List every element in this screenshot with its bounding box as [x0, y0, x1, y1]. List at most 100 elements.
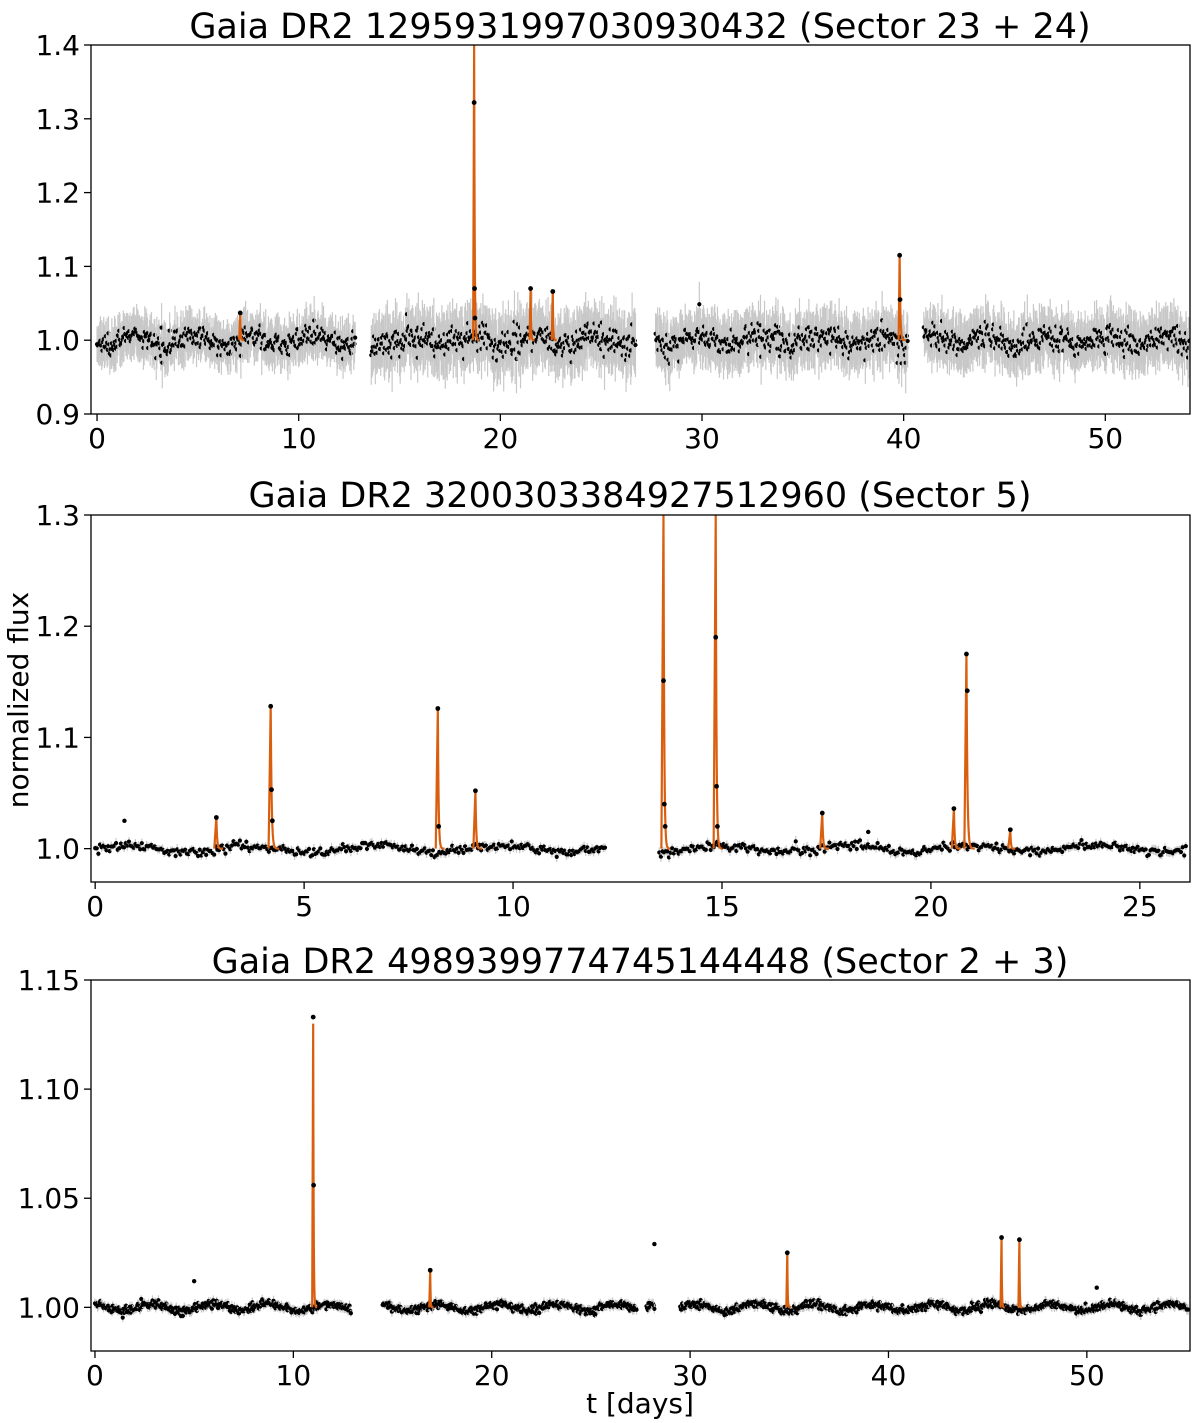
data-point — [1130, 845, 1135, 850]
flare-point — [661, 678, 666, 684]
flare-point — [473, 788, 478, 794]
data-point — [632, 338, 637, 343]
flare-point — [269, 818, 275, 824]
data-point — [1146, 852, 1152, 857]
x-tick-label: 20 — [483, 422, 519, 455]
data-point — [461, 850, 466, 855]
data-point — [857, 838, 863, 843]
data-point — [806, 846, 811, 851]
data-point — [456, 850, 461, 855]
flare-point — [819, 810, 825, 816]
data-point — [363, 840, 368, 846]
x-tick-label: 0 — [86, 890, 104, 923]
plot-clip-group — [93, 515, 1188, 863]
data-point — [105, 844, 111, 849]
data-point — [237, 838, 243, 843]
data-point — [1026, 847, 1031, 852]
data-point — [180, 1313, 186, 1318]
panel-3: Gaia DR2 4989399774745144448 (Sector 2 +… — [18, 942, 1191, 1392]
data-point — [117, 846, 122, 851]
data-point — [197, 847, 202, 852]
data-point — [536, 851, 542, 856]
panel-2: Gaia DR2 3200303384927512960 (Sector 5) … — [35, 476, 1191, 923]
flare-point — [472, 286, 477, 291]
flare-point — [897, 252, 903, 258]
flare-fit-line — [712, 515, 723, 850]
x-tick-label: 25 — [1122, 890, 1158, 923]
data-point — [703, 847, 708, 852]
data-point — [899, 847, 904, 852]
x-tick-label: 20 — [913, 890, 949, 923]
data-point — [633, 342, 638, 348]
data-point — [352, 341, 357, 346]
data-point — [196, 853, 201, 859]
outlier-point — [866, 829, 871, 835]
y-tick-label: 1.0 — [35, 833, 80, 866]
data-point — [793, 839, 798, 844]
y-tick-label: 1.0 — [35, 324, 80, 357]
y-tick-label: 1.4 — [35, 29, 80, 62]
data-point — [848, 847, 853, 852]
panel-2-frame — [90, 514, 1191, 883]
panel-2-title: Gaia DR2 3200303384927512960 (Sector 5) — [249, 476, 1032, 516]
flare-point — [528, 286, 533, 291]
data-point — [554, 854, 559, 859]
panel-2-plot-area: 0 5 10 15 20 25 1.0 1.1 1.2 1.3 — [35, 499, 1188, 923]
data-point — [509, 839, 514, 844]
y-tick-label: 1.1 — [35, 721, 80, 754]
data-point — [414, 846, 419, 852]
panel-1-plot-area: 0 10 20 30 40 50 0.9 1.0 1.1 1.2 1.3 1.4 — [35, 29, 1190, 455]
y-tick-label: 1.3 — [35, 499, 80, 532]
flare-fit-line — [472, 790, 483, 850]
data-point — [120, 1315, 125, 1320]
data-point — [358, 846, 363, 851]
data-point — [507, 847, 513, 852]
flare-fit-line — [528, 288, 535, 342]
data-point — [1028, 853, 1033, 858]
flare-point — [268, 703, 274, 709]
panel-3-plot-area: 0 10 20 30 40 501.001.051.101.15 — [18, 964, 1190, 1392]
data-point — [1143, 847, 1148, 852]
data-point — [775, 324, 781, 329]
flare-point — [213, 815, 219, 820]
data-point — [430, 848, 436, 853]
y-tick-label: 1.3 — [35, 103, 80, 136]
data-point — [853, 839, 858, 844]
flare-point — [472, 315, 478, 321]
data-point — [429, 852, 434, 858]
data-point — [851, 843, 856, 849]
data-point — [138, 847, 143, 852]
data-point — [835, 846, 840, 852]
data-point — [792, 846, 797, 851]
data-point — [409, 843, 415, 848]
flare-point — [897, 297, 903, 303]
flare-point — [964, 651, 969, 657]
data-point — [1183, 843, 1188, 849]
data-point — [905, 338, 910, 344]
flare-fit-line — [550, 291, 557, 342]
data-point — [947, 848, 952, 853]
flare-fit-line — [950, 808, 961, 850]
data-point — [1180, 845, 1185, 850]
y-tick-label: 1.1 — [35, 250, 80, 283]
data-point — [875, 840, 880, 846]
y-tick-label: 1.2 — [35, 610, 80, 643]
data-point — [223, 851, 228, 856]
flare-point — [662, 823, 668, 829]
panel-1-title: Gaia DR2 1295931997030930432 (Sector 23 … — [189, 7, 1090, 47]
data-point — [139, 841, 144, 846]
data-point — [94, 846, 99, 851]
data-point — [708, 847, 713, 853]
x-tick-label: 50 — [1087, 422, 1123, 455]
flare-point — [436, 823, 442, 829]
flare-fit-line — [213, 817, 224, 850]
data-point — [1182, 853, 1187, 858]
data-point — [1060, 849, 1065, 854]
data-point — [827, 840, 832, 845]
flare-point — [1007, 827, 1013, 833]
data-point — [242, 844, 247, 850]
data-point — [854, 846, 859, 852]
data-point — [774, 851, 779, 857]
flare-point — [661, 801, 667, 807]
